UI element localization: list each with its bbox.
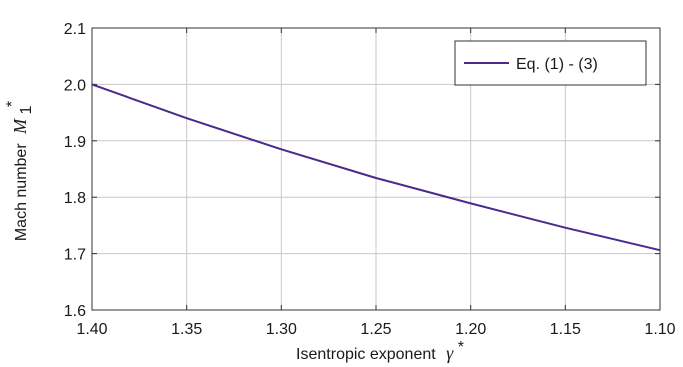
legend: Eq. (1) - (3) [455,41,646,85]
x-axis-symbol: γ [446,343,454,363]
y-tick-label: 1.8 [64,190,86,207]
x-axis-label-text: Isentropic exponent [296,346,436,363]
x-tick-label: 1.30 [266,321,297,338]
x-tick-label: 1.20 [455,321,486,338]
x-tick-label: 1.40 [76,321,107,338]
y-axis-label-group: Mach number M 1 * [4,101,35,241]
y-tick-label: 1.7 [64,247,86,264]
y-tick-label: 2.1 [64,21,86,38]
x-tick-label: 1.15 [550,321,581,338]
x-tick-label: 1.10 [644,321,675,338]
y-axis-label: Mach number M 1 * [4,101,35,241]
y-tick-label: 2.0 [64,77,86,94]
legend-entry-label: Eq. (1) - (3) [516,56,598,73]
x-axis-label: Isentropic exponent γ * [296,339,464,363]
y-tick-label: 1.9 [64,134,86,151]
x-tick-label: 1.25 [360,321,391,338]
y-axis-symbol: M [10,118,30,135]
x-tick-label: 1.35 [171,321,202,338]
y-tick-label: 1.6 [64,303,86,320]
x-axis-superscript: * [458,339,464,356]
y-axis-label-text: Mach number [13,143,30,241]
y-axis-superscript: * [4,101,21,107]
